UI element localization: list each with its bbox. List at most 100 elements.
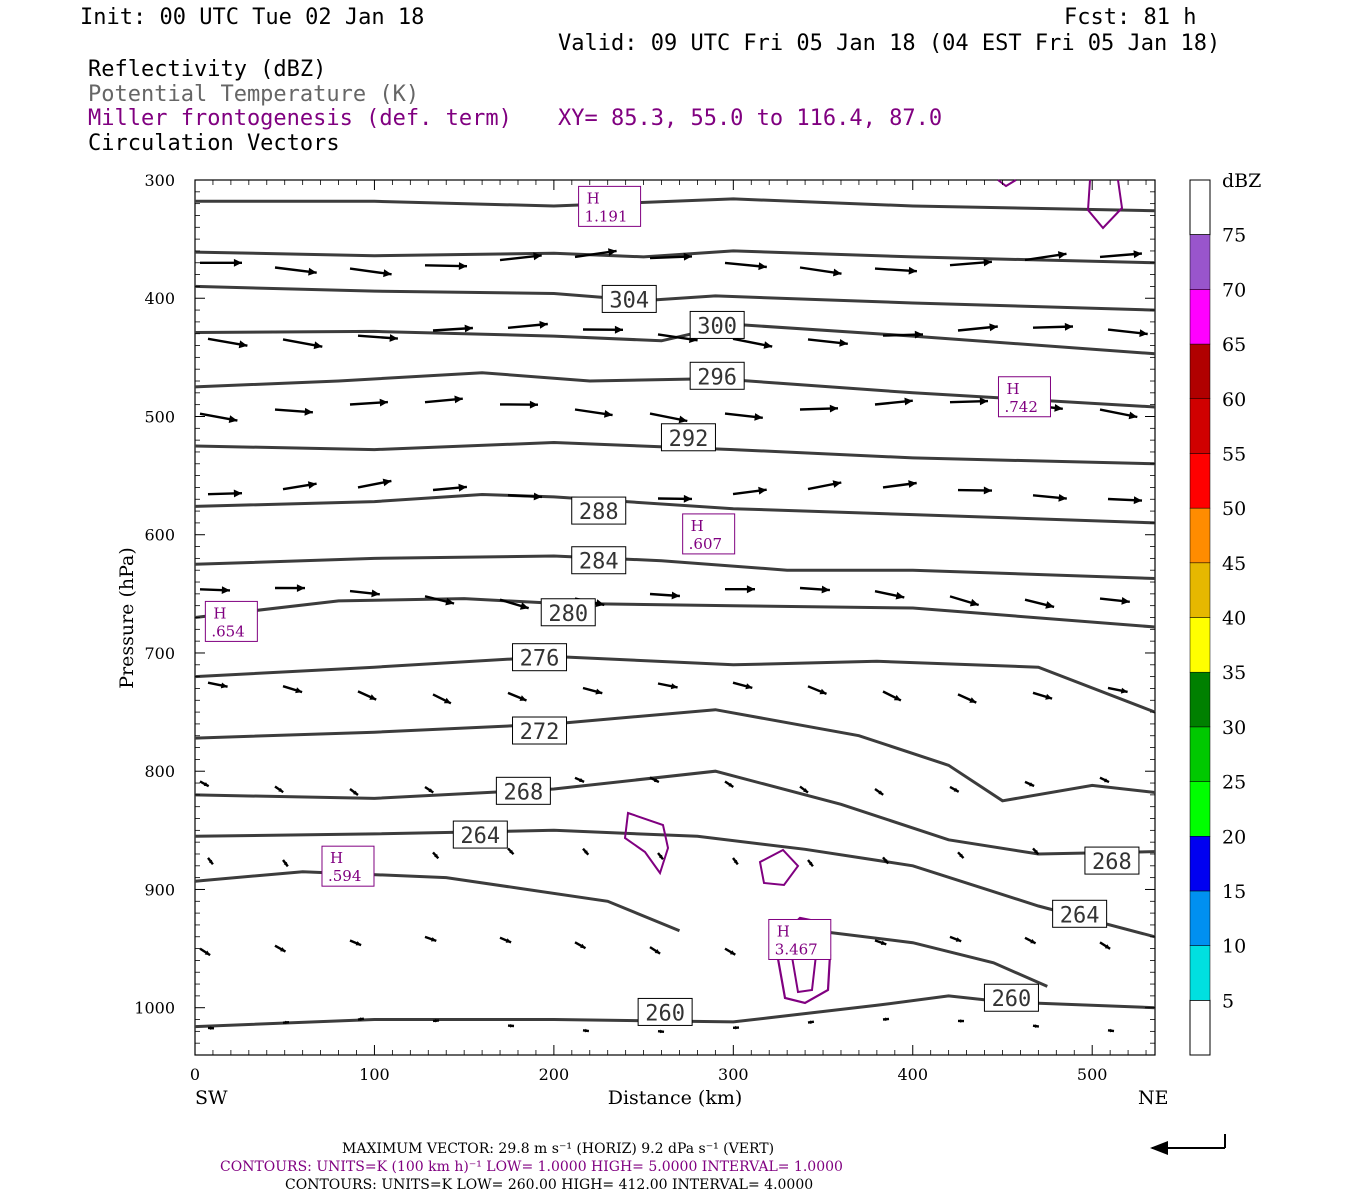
vector-head — [454, 395, 463, 404]
vector-head — [464, 324, 473, 333]
vector-head — [510, 1024, 514, 1028]
vector-head — [670, 683, 678, 690]
vector-head — [1054, 404, 1063, 412]
colorbar-segment — [1189, 836, 1211, 892]
vector-head — [285, 1020, 289, 1025]
colorbar-segment — [1189, 179, 1211, 236]
theta-label: 264 — [1060, 903, 1100, 928]
theta-label: 268 — [503, 780, 543, 805]
vector-head — [983, 258, 992, 267]
vector-head — [221, 586, 230, 594]
vector-head — [904, 397, 913, 406]
theta-label-box — [1084, 846, 1140, 875]
y-tick-label: 700 — [144, 644, 175, 663]
y-tick-label: 500 — [144, 407, 175, 426]
x-tick-label: 100 — [359, 1065, 390, 1084]
vector-head — [210, 1026, 214, 1030]
layer-theta: Potential Temperature (K) — [88, 82, 419, 107]
colorbar-segment — [1189, 890, 1211, 946]
vector-head — [729, 950, 736, 955]
theta-label: 280 — [548, 602, 588, 627]
fronto-max-box — [768, 918, 832, 960]
vector-head — [614, 325, 623, 334]
theta-contour-line — [194, 769, 1156, 856]
vector-head — [533, 492, 542, 501]
layer-reflectivity: Reflectivity (dBZ) — [88, 57, 326, 82]
vector-head — [371, 589, 380, 598]
max-vector-info: MAXIMUM VECTOR: 29.8 m s⁻¹ (HORIZ) 9.2 d… — [342, 1141, 774, 1157]
vector-head — [914, 330, 923, 339]
theta-label-box — [512, 643, 568, 672]
vector-head — [735, 1025, 739, 1030]
theta-contour-line — [194, 492, 1156, 525]
vector-head — [383, 269, 392, 278]
colorbar-segment — [1189, 671, 1211, 728]
vector-head — [233, 489, 242, 498]
colorbar-segment — [1189, 507, 1211, 564]
vector-head — [953, 787, 959, 792]
colorbar-level-label: 45 — [1222, 553, 1246, 575]
vector-head — [983, 486, 992, 495]
y-tick-label: 900 — [144, 880, 175, 899]
colorbar-level-label: 30 — [1222, 717, 1246, 739]
theta-label-box — [689, 361, 745, 390]
vector-head — [758, 486, 767, 495]
colorbar-level-label: 40 — [1222, 608, 1246, 630]
vector-head — [969, 697, 977, 703]
theta-label-box — [540, 598, 596, 627]
y-tick-label: 1000 — [134, 999, 175, 1018]
fronto-contour — [773, 916, 832, 1005]
vector-head — [808, 861, 813, 867]
x-tick-label: 500 — [1077, 1065, 1108, 1084]
theta-contours — [194, 197, 1156, 1029]
x-tick-label: 0 — [190, 1065, 200, 1084]
vector-head — [1029, 782, 1035, 787]
vector-head — [763, 341, 773, 349]
colorbar-level-label: 75 — [1222, 225, 1246, 247]
vector-head — [584, 850, 589, 855]
init-time: Init: 00 UTC Tue 02 Jan 18 — [80, 5, 424, 30]
theta-label-box — [1052, 899, 1108, 928]
fronto-max-h: H — [587, 189, 600, 207]
vector-head — [880, 940, 887, 945]
vector-head — [445, 597, 455, 606]
vector-head — [434, 853, 439, 859]
forecast-hour: Fcst: 81 h — [1064, 5, 1196, 30]
vector-head — [803, 788, 808, 793]
vector-head — [819, 688, 827, 695]
vector-head — [509, 849, 514, 855]
colorbar-segment — [1189, 945, 1211, 1001]
vector-head — [908, 480, 917, 488]
vector-head — [539, 320, 548, 329]
fronto-max-h: H — [213, 604, 226, 622]
cross-section-endpoints: XY= 85.3, 55.0 to 116.4, 87.0 — [558, 106, 942, 131]
vector-head — [443, 697, 451, 704]
vector-head — [220, 682, 228, 689]
vector-head — [1128, 411, 1138, 420]
vector-head — [505, 938, 512, 943]
vector-head — [839, 339, 848, 347]
theta-contour-line — [194, 284, 1156, 312]
vector-head — [355, 941, 362, 946]
vector-head — [203, 782, 209, 787]
vector-head — [280, 947, 286, 952]
circulation-vectors — [199, 248, 1148, 1034]
colorbar-level-label: 5 — [1222, 990, 1234, 1012]
theta-label-box — [512, 716, 568, 745]
colorbar-level-label: 10 — [1222, 936, 1246, 958]
theta-contour-line — [195, 197, 1156, 213]
theta-contour-line — [786, 925, 1048, 988]
vector-head — [683, 494, 692, 503]
theta-contour-line — [194, 708, 1156, 803]
vector-head — [1034, 1024, 1039, 1028]
theta-label: 288 — [579, 500, 619, 525]
vector-head — [1104, 778, 1109, 783]
fronto-max-box — [578, 185, 642, 227]
x-tick-label: 200 — [539, 1065, 570, 1084]
vector-head — [833, 268, 842, 277]
vector-head — [728, 782, 734, 787]
vector-head — [519, 695, 527, 701]
theta-label: 304 — [609, 288, 649, 313]
vector-head — [660, 1029, 664, 1034]
